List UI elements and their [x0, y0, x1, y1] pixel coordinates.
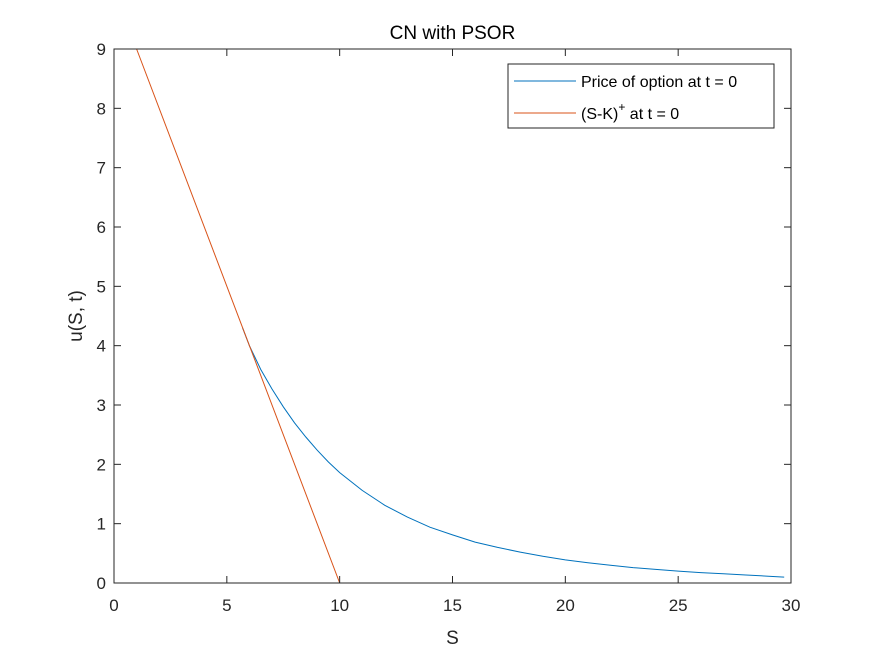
y-tick-label: 4	[97, 337, 106, 356]
x-tick-label: 10	[330, 596, 349, 615]
x-axis-label: S	[446, 628, 459, 649]
legend-label-payoff: (S-K)+ at t = 0	[581, 100, 679, 123]
y-tick-label: 1	[97, 515, 106, 534]
x-tick-label: 30	[782, 596, 801, 615]
x-tick-label: 15	[443, 596, 462, 615]
y-axis-label: u(S, t)	[66, 290, 87, 342]
y-tick-label: 2	[97, 455, 106, 474]
series-line-0	[242, 327, 785, 578]
legend-label-payoff-base: (S-K)	[581, 106, 618, 123]
legend: Price of option at t = 0 (S-K)+ at t = 0	[507, 63, 775, 129]
ticks-layer: 0 5 10 15 20 25 30 0 1 2 3 4 5 6 7 8 9	[97, 40, 801, 615]
x-tick-label: 20	[556, 596, 575, 615]
legend-label-price: Price of option at t = 0	[581, 74, 737, 91]
legend-box	[507, 63, 775, 129]
legend-label-payoff-suffix: at t = 0	[625, 106, 679, 123]
y-tick-label: 9	[97, 40, 106, 59]
x-tick-label: 0	[109, 596, 118, 615]
y-tick-label: 6	[97, 218, 106, 237]
y-tick-label: 0	[97, 574, 106, 593]
x-tick-label: 5	[222, 596, 231, 615]
y-tick-label: 7	[97, 159, 106, 178]
chart-title: CN with PSOR	[390, 23, 516, 44]
legend-label-payoff-sup: +	[618, 100, 625, 114]
y-tick-label: 8	[97, 99, 106, 118]
y-tick-label: 3	[97, 396, 106, 415]
y-tick-label: 5	[97, 277, 106, 296]
plot-area	[114, 49, 791, 583]
x-tick-label: 25	[669, 596, 688, 615]
